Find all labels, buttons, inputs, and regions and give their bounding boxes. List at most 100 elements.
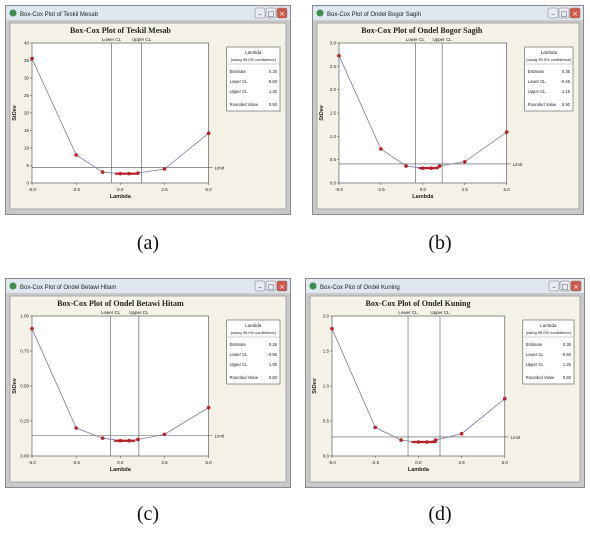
data-point bbox=[30, 326, 34, 331]
legend-row-label: Estimate bbox=[230, 69, 247, 74]
plot-title: Box-Cox Plot of Ondel Kuning bbox=[366, 299, 471, 308]
maximize-button[interactable] bbox=[558, 7, 570, 19]
data-point bbox=[206, 405, 211, 410]
maximize-icon: □ bbox=[562, 283, 569, 291]
x-tick-label: -5.0 bbox=[28, 460, 36, 465]
legend-row-label: Estimate bbox=[526, 342, 543, 347]
x-axis-label: Lambda bbox=[110, 467, 132, 473]
data-point bbox=[206, 131, 211, 136]
legend-row-value: -0.45 bbox=[560, 79, 570, 84]
app-icon bbox=[9, 282, 17, 290]
x-tick-label: -5.0 bbox=[335, 187, 343, 192]
window-title-bar[interactable] bbox=[6, 279, 290, 293]
data-point bbox=[100, 436, 105, 440]
close-icon: × bbox=[279, 10, 285, 18]
upper-cl-label: Upper CL bbox=[129, 310, 149, 315]
plot-area bbox=[338, 42, 507, 184]
legend-title: Lambda bbox=[245, 323, 262, 328]
caption-b: (b) bbox=[428, 232, 452, 254]
data-point bbox=[337, 53, 341, 58]
window-title: Box-Cox Plot of Ondel Bogor Sagih bbox=[327, 12, 421, 18]
window-title: Box-Cox Plot of Teskil Mesab bbox=[20, 12, 99, 18]
legend-subtitle: (using 95.0% confidence) bbox=[526, 57, 572, 62]
box-cox-window-b[interactable]: Box-Cox Plot of Ondel Bogor Sagih – □ × Box-… bbox=[312, 5, 584, 215]
legend-row-value: 0.30 bbox=[563, 342, 572, 347]
x-tick-label: 0.0 bbox=[117, 460, 124, 465]
x-tick-label: 5.0 bbox=[206, 460, 213, 465]
minimize-button[interactable] bbox=[547, 7, 559, 19]
maximize-button[interactable] bbox=[265, 7, 277, 19]
legend-box bbox=[522, 319, 575, 385]
maximize-button[interactable] bbox=[559, 280, 571, 292]
y-tick-label: 35 bbox=[24, 58, 30, 63]
legend-row-value: -0.55 bbox=[267, 352, 277, 357]
minimize-button[interactable] bbox=[548, 280, 560, 292]
close-button[interactable] bbox=[570, 280, 582, 292]
plot-area bbox=[331, 315, 506, 457]
maximize-icon: □ bbox=[561, 10, 568, 18]
box-cox-window-a[interactable]: Box-Cox Plot of Teskil Mesab – □ × Box-Cox P… bbox=[5, 5, 291, 215]
legend-row-value: 0.35 bbox=[562, 69, 571, 74]
data-point bbox=[330, 326, 334, 331]
plot-area bbox=[31, 42, 209, 184]
app-icon bbox=[309, 282, 317, 290]
legend-row-value: 0.50 bbox=[269, 375, 278, 380]
x-tick-label: 2.5 bbox=[462, 187, 469, 192]
minimize-icon: – bbox=[258, 283, 262, 291]
lower-cl-label: Lower CL bbox=[398, 310, 418, 315]
box-cox-window-c[interactable]: Box-Cox Plot of Ondel Betawi Hitam – □ × Box… bbox=[5, 278, 291, 488]
x-tick-label: 2.5 bbox=[161, 460, 168, 465]
x-tick-label: 0.0 bbox=[420, 187, 427, 192]
data-point bbox=[100, 170, 105, 174]
legend-row-label: Upper CL bbox=[230, 89, 249, 94]
close-button[interactable] bbox=[276, 7, 288, 19]
data-point bbox=[74, 153, 78, 157]
legend-row-label: Rounded Value bbox=[528, 102, 557, 107]
window-title-bar[interactable] bbox=[313, 6, 583, 20]
y-tick-label: 3.0 bbox=[330, 41, 337, 46]
x-axis-label: Lambda bbox=[412, 194, 434, 200]
legend-row-label: Lower CL bbox=[526, 352, 545, 357]
legend-row-label: Rounded Value bbox=[526, 375, 555, 380]
legend-row-value: -0.50 bbox=[267, 79, 277, 84]
upper-cl-label: Upper CL bbox=[132, 37, 152, 42]
window-title: Box-Cox Plot of Ondel Kuning bbox=[320, 285, 400, 291]
x-tick-label: 2.5 bbox=[161, 187, 168, 192]
y-axis-label: StDev bbox=[312, 377, 318, 394]
y-tick-label: 0.00 bbox=[20, 454, 29, 459]
minimize-button[interactable] bbox=[254, 280, 266, 292]
data-point bbox=[136, 437, 140, 442]
legend-row-label: Estimate bbox=[528, 69, 545, 74]
legend-subtitle: (using 95.0% confidence) bbox=[231, 57, 277, 62]
x-tick-label: 0.0 bbox=[415, 460, 422, 465]
y-tick-label: 2.0 bbox=[330, 87, 337, 92]
legend-row-value: 1.20 bbox=[269, 89, 278, 94]
close-button[interactable] bbox=[569, 7, 581, 19]
x-tick-label: 5.0 bbox=[502, 460, 509, 465]
legend-row-label: Lower CL bbox=[230, 352, 249, 357]
close-button[interactable] bbox=[276, 280, 288, 292]
window-title-bar[interactable] bbox=[306, 279, 584, 293]
legend-row-label: Estimate bbox=[230, 342, 247, 347]
legend-row-label: Upper CL bbox=[528, 89, 547, 94]
app-icon bbox=[9, 9, 17, 17]
close-icon: × bbox=[572, 10, 578, 18]
data-point bbox=[379, 147, 383, 151]
legend-row-value: 0.50 bbox=[563, 375, 572, 380]
legend-subtitle: (using 95.0% confidence) bbox=[526, 330, 572, 335]
data-point bbox=[162, 432, 167, 437]
maximize-button[interactable] bbox=[265, 280, 277, 292]
legend-box bbox=[524, 46, 574, 112]
box-cox-plot-svg: Box-Cox Plot of Ondel Bogor Sagih – □ × Box-… bbox=[312, 5, 584, 215]
x-tick-label: -5.0 bbox=[328, 460, 336, 465]
minimize-button[interactable] bbox=[254, 7, 266, 19]
lower-cl-label: Lower CL bbox=[102, 37, 122, 42]
x-tick-label: 5.0 bbox=[206, 187, 213, 192]
y-tick-label: 15 bbox=[24, 128, 30, 133]
legend-row-value: 0.50 bbox=[269, 102, 278, 107]
box-cox-window-d[interactable]: Box-Cox Plot of Ondel Kuning – □ × Box-Cox P… bbox=[305, 278, 585, 488]
data-point bbox=[399, 438, 403, 442]
lower-cl-label: Lower CL bbox=[406, 37, 426, 42]
legend-row-value: 1.05 bbox=[269, 362, 278, 367]
window-title-bar[interactable] bbox=[6, 6, 290, 20]
